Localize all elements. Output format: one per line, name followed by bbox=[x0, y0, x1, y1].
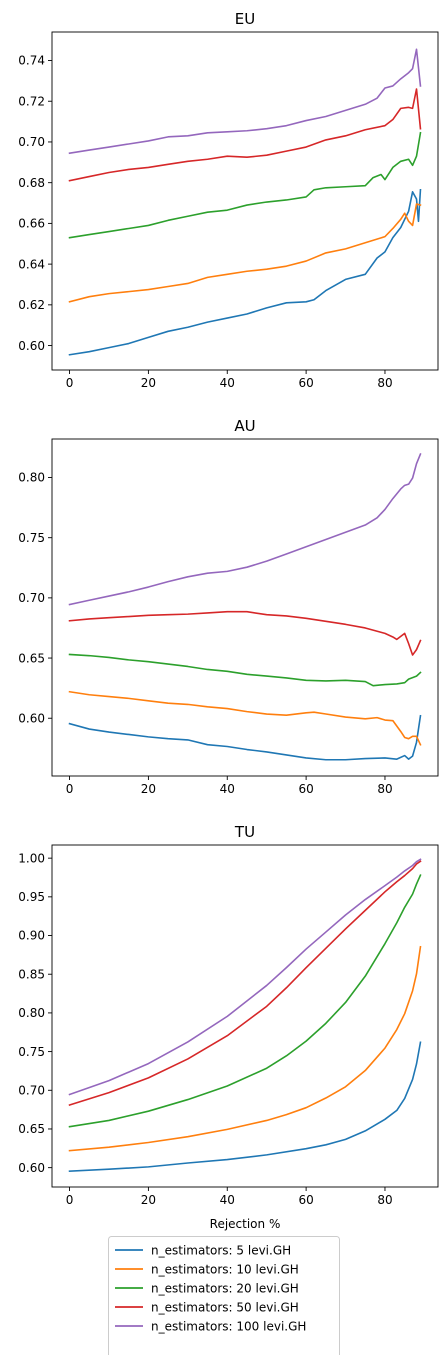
au-series-n20-line bbox=[68, 653, 422, 687]
tu-series-n20-line bbox=[68, 874, 422, 1128]
legend-entries: n_estimators: 5 levi.GH n_estimators: 10 … bbox=[115, 1243, 306, 1333]
au-series-n10-line bbox=[68, 690, 422, 746]
eu-x-tick-label: 60 bbox=[298, 376, 313, 390]
eu-y-tick-label: 0.64 bbox=[18, 257, 45, 271]
eu-x-tick-label: 40 bbox=[220, 376, 235, 390]
subplot-eu: EU 0 20 40 60 80 0.60 0.62 0.64 0.66 0.68 0.70 0.72… bbox=[18, 10, 439, 390]
eu-x-tick-label: 20 bbox=[141, 376, 156, 390]
au-series-n100-line bbox=[68, 452, 422, 606]
tu-y-tick-label: 0.95 bbox=[18, 890, 45, 904]
tu-x-tick-label: 40 bbox=[220, 1193, 235, 1207]
legend-label-n5: n_estimators: 5 levi.GH bbox=[151, 1243, 291, 1257]
subplot-au-plot: 0 20 40 60 80 0.60 0.65 0.70 0.75 0.80 bbox=[18, 438, 439, 796]
au-y-tick-label: 0.75 bbox=[18, 531, 45, 545]
tu-x-tick-label: 0 bbox=[66, 1193, 74, 1207]
tu-x-tick-label: 60 bbox=[298, 1193, 313, 1207]
tu-x-tick-label: 20 bbox=[141, 1193, 156, 1207]
au-x-tick-label: 0 bbox=[66, 782, 74, 796]
eu-series-n5-line bbox=[68, 188, 422, 356]
eu-y-tick-label: 0.62 bbox=[18, 298, 45, 312]
tu-series-n5-line bbox=[68, 1041, 422, 1172]
subplot-tu-title: TU bbox=[234, 823, 255, 841]
eu-y-tick-label: 0.66 bbox=[18, 217, 45, 231]
subplot-au: AU 0 20 40 60 80 0.60 0.65 0.70 0.75 0.80 bbox=[18, 417, 439, 796]
eu-y-tick-label: 0.74 bbox=[18, 54, 45, 68]
subplot-eu-plot: 0 20 40 60 80 0.60 0.62 0.64 0.66 0.68 0.70 0.72 0.7… bbox=[18, 31, 439, 390]
au-y-tick-label: 0.80 bbox=[18, 471, 45, 485]
au-y-tick-label: 0.60 bbox=[18, 711, 45, 725]
tu-y-tick-label: 0.60 bbox=[18, 1161, 45, 1175]
tu-y-tick-label: 0.90 bbox=[18, 929, 45, 943]
eu-y-tick-label: 0.70 bbox=[18, 135, 45, 149]
tu-y-tick-label: 0.70 bbox=[18, 1083, 45, 1097]
legend-label-n20: n_estimators: 20 levi.GH bbox=[151, 1281, 299, 1295]
subplot-tu-plot: 0 20 40 60 80 0.60 0.65 0.70 0.75 0.80 0.85 0.90 0.9… bbox=[18, 844, 439, 1207]
tu-series-n10-line bbox=[68, 945, 422, 1152]
eu-series-n20-line bbox=[68, 131, 422, 239]
subplot-tu: TU 0 20 40 60 80 0.60 0.65 0.70 0.75 0.80 0.85 0.90… bbox=[18, 823, 439, 1231]
tu-x-tick-label: 80 bbox=[377, 1193, 392, 1207]
eu-series-n50-line bbox=[68, 88, 422, 182]
legend-label-n50: n_estimators: 50 levi.GH bbox=[151, 1300, 299, 1314]
au-series-n50-line bbox=[68, 610, 422, 656]
au-axes-frame bbox=[51, 438, 439, 777]
subplot-tu-xlabel: Rejection % bbox=[210, 1217, 281, 1231]
eu-y-tick-label: 0.60 bbox=[18, 339, 45, 353]
legend: n_estimators: 5 levi.GH n_estimators: 10 … bbox=[108, 1236, 340, 1355]
legend-label-n10: n_estimators: 10 levi.GH bbox=[151, 1262, 299, 1276]
tu-y-tick-label: 1.00 bbox=[18, 851, 45, 865]
tu-axes-frame bbox=[51, 844, 439, 1188]
eu-x-tick-label: 0 bbox=[66, 376, 74, 390]
eu-x-tick-label: 80 bbox=[377, 376, 392, 390]
tu-series-n50-line bbox=[68, 860, 422, 1106]
au-x-tick-label: 20 bbox=[141, 782, 156, 796]
eu-series-n10-line bbox=[68, 203, 422, 303]
eu-y-tick-label: 0.68 bbox=[18, 176, 45, 190]
legend-label-n100: n_estimators: 100 levi.GH bbox=[151, 1319, 306, 1333]
tu-y-tick-label: 0.85 bbox=[18, 967, 45, 981]
au-series-n5-line bbox=[68, 714, 422, 761]
eu-axes-frame bbox=[51, 31, 439, 371]
au-x-tick-label: 40 bbox=[220, 782, 235, 796]
subplot-eu-title: EU bbox=[235, 10, 255, 28]
au-x-tick-label: 60 bbox=[298, 782, 313, 796]
tu-y-tick-label: 0.80 bbox=[18, 1006, 45, 1020]
eu-series-n100-line bbox=[68, 48, 422, 155]
au-y-tick-label: 0.65 bbox=[18, 651, 45, 665]
legend-frame bbox=[108, 1236, 340, 1355]
tu-y-tick-label: 0.65 bbox=[18, 1122, 45, 1136]
tu-series-n100-line bbox=[68, 858, 422, 1096]
tu-y-tick-label: 0.75 bbox=[18, 1045, 45, 1059]
au-x-tick-label: 80 bbox=[377, 782, 392, 796]
subplot-au-title: AU bbox=[234, 417, 255, 435]
eu-y-tick-label: 0.72 bbox=[18, 94, 45, 108]
au-y-tick-label: 0.70 bbox=[18, 591, 45, 605]
